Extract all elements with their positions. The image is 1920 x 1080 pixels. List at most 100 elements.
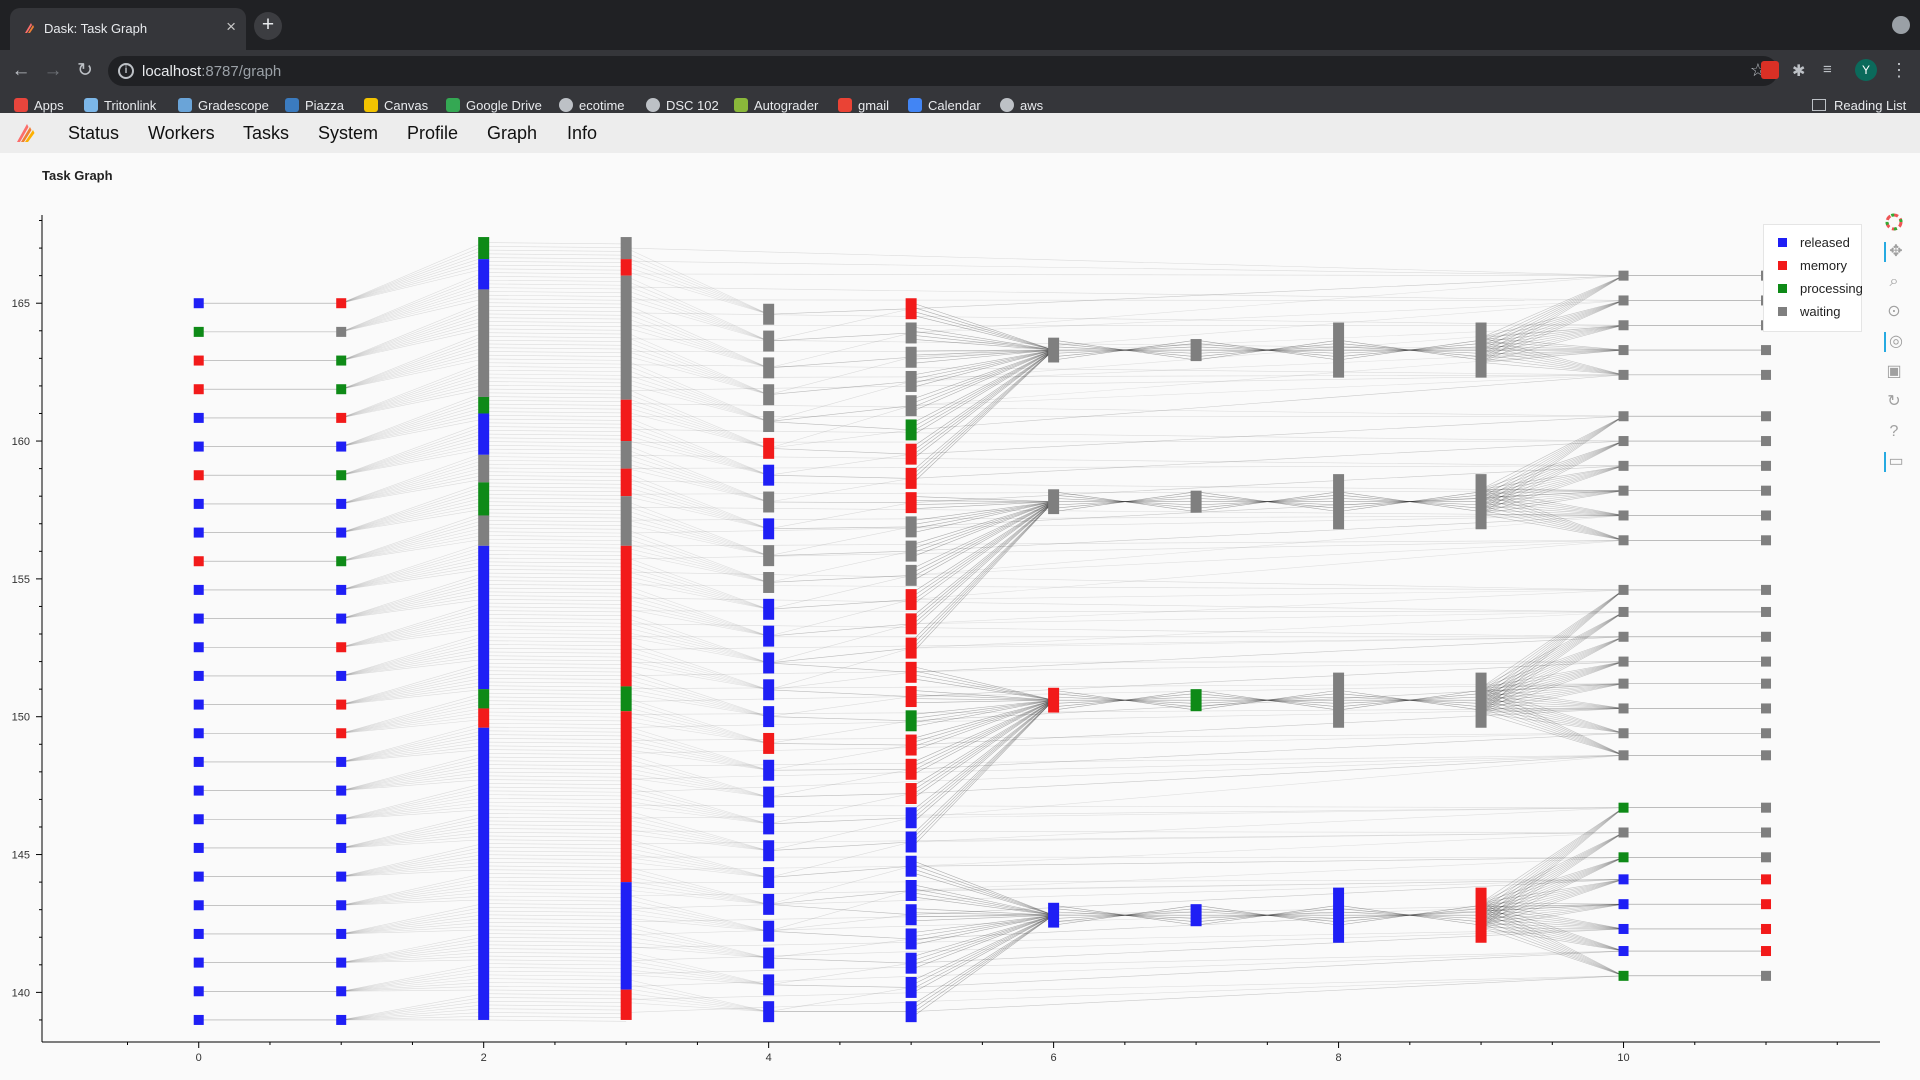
graph-edge [341, 982, 484, 992]
graph-edge [911, 501, 1054, 534]
graph-edge [911, 501, 1054, 526]
graph-edge [1480, 807, 1624, 920]
graph-edge [341, 430, 484, 476]
profile-avatar[interactable]: Y [1855, 59, 1877, 81]
bookmark-gradescope[interactable]: Gradescope [178, 98, 269, 114]
graph-edge [1196, 346, 1339, 354]
task-node [763, 786, 775, 808]
graph-edge [768, 768, 912, 771]
task-node [336, 556, 347, 567]
graph-edge [626, 547, 769, 583]
bookmark-apps[interactable]: Apps [14, 98, 64, 114]
graph-edge [626, 623, 1624, 638]
tab-search-icon[interactable] [1892, 16, 1910, 34]
graph-edge [626, 589, 769, 637]
bookmark-canvas[interactable]: Canvas [364, 98, 428, 114]
graph-edge [626, 388, 769, 449]
bookmark-autograder[interactable]: Autograder [734, 98, 818, 114]
graph-edge [911, 314, 1054, 351]
graph-edge [1481, 324, 1624, 351]
browser-menu-icon[interactable]: ⋮ [1890, 60, 1908, 80]
graph-edge [341, 783, 484, 820]
nav-profile[interactable]: Profile [407, 123, 459, 143]
task-node [1761, 874, 1772, 885]
x-tick-label: 4 [766, 1052, 772, 1064]
nav-workers[interactable]: Workers [148, 123, 215, 143]
graph-edge [1480, 415, 1624, 502]
graph-edge [1481, 490, 1624, 507]
nav-status[interactable]: Status [68, 123, 120, 143]
bookmark-google-drive[interactable]: Google Drive [446, 98, 542, 114]
graph-edge [483, 358, 627, 361]
graph-edge [911, 674, 1054, 701]
graph-edge [483, 696, 627, 699]
reload-icon[interactable]: ↻ [77, 60, 93, 81]
bookmark-piazza[interactable]: Piazza [285, 98, 344, 114]
graph-edge [341, 343, 484, 390]
graph-edge [768, 743, 912, 746]
graph-edge [626, 832, 1624, 845]
task-node [1761, 510, 1772, 521]
bokeh-logo-icon[interactable] [1884, 212, 1904, 232]
graph-edge [1480, 636, 1624, 701]
save-icon[interactable]: ▣ [1886, 363, 1902, 380]
extension-red-icon[interactable] [1761, 61, 1779, 79]
task-node [763, 652, 775, 674]
hover-icon[interactable]: ▭ [1884, 452, 1906, 472]
graph-edge [911, 349, 1054, 376]
bookmark-ecotime[interactable]: ecotime [559, 98, 625, 114]
task-node [1333, 672, 1345, 728]
graph-edge [1480, 611, 1624, 689]
bookmark-tritonlink[interactable]: Tritonlink [84, 98, 156, 114]
graph-edge [483, 993, 627, 996]
task-node [193, 384, 204, 395]
graph-edge [1053, 494, 1197, 509]
graph-edge [626, 364, 1624, 376]
graph-edge [1481, 712, 1624, 734]
wheel-zoom-icon[interactable]: ⊙ [1887, 303, 1901, 320]
bookmark-aws[interactable]: aws [1000, 98, 1043, 114]
graph-edge [1196, 343, 1339, 357]
pan-icon[interactable]: ✥ [1884, 242, 1906, 262]
nav-system[interactable]: System [318, 123, 379, 143]
nav-tasks[interactable]: Tasks [243, 123, 290, 143]
tap-icon[interactable]: ◎ [1884, 332, 1906, 352]
graph-edge [626, 786, 769, 825]
address-bar[interactable]: i localhost:8787/graph ☆ [108, 56, 1778, 86]
forward-arrow-icon[interactable]: → [43, 60, 63, 81]
graph-edge [341, 591, 484, 619]
graph-edge [626, 397, 769, 449]
task-node [1190, 904, 1202, 927]
graph-edge [911, 914, 1054, 918]
new-tab-button[interactable]: + [254, 12, 282, 40]
graph-edge [341, 760, 484, 791]
reading-list-button[interactable]: Reading List [1812, 98, 1906, 113]
bookmark-calendar[interactable]: Calendar [908, 98, 981, 114]
reset-icon[interactable]: ↻ [1887, 393, 1901, 410]
help-icon[interactable]: ? [1889, 423, 1899, 440]
graph-edge [1480, 589, 1624, 705]
extensions-puzzle-icon[interactable]: ✱ [1792, 63, 1806, 80]
media-queue-icon[interactable]: ≡ [1823, 61, 1832, 78]
browser-tab[interactable]: Dask: Task Graph × [10, 8, 246, 50]
graph-edge [626, 928, 1624, 961]
graph-edge [626, 749, 769, 771]
graph-edge [341, 922, 484, 935]
bookmark-gmail[interactable]: gmail [838, 98, 889, 114]
tab-close-icon[interactable]: × [226, 17, 236, 36]
graph-edge [341, 978, 484, 992]
bookmark-dsc102[interactable]: DSC 102 [646, 98, 719, 114]
box-zoom-icon[interactable]: ⌕ [1889, 273, 1899, 290]
graph-edge [483, 1012, 627, 1015]
nav-graph[interactable]: Graph [487, 123, 538, 143]
graph-edge [483, 922, 627, 924]
nav-info[interactable]: Info [567, 123, 598, 143]
back-arrow-icon[interactable]: ← [11, 60, 31, 81]
task-graph-plot[interactable]: 140 145 150 155 160 165 0 2 4 6 8 10 [0, 200, 1920, 1080]
graph-edge [1480, 910, 1624, 977]
dask-logo-icon[interactable] [14, 121, 38, 145]
task-node [1333, 322, 1345, 378]
graph-edge [626, 458, 769, 503]
graph-edge [1481, 708, 1624, 734]
site-info-icon[interactable]: i [118, 63, 134, 79]
